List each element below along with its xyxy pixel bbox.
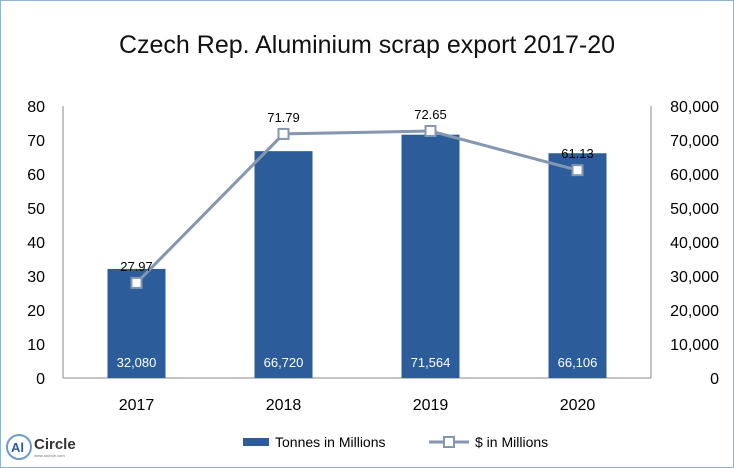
y-left-tick-label: 50 xyxy=(27,201,45,218)
x-tick-label: 2018 xyxy=(266,397,302,414)
line-data-label: 72.65 xyxy=(414,107,447,122)
y-left-tick-label: 0 xyxy=(36,371,45,388)
bar xyxy=(254,151,313,378)
y-right-tick-label: 60,000 xyxy=(670,167,719,184)
y-right-tick-label: 10,000 xyxy=(670,337,719,354)
y-right-tick-label: 80,000 xyxy=(670,99,719,116)
bar-data-label: 71,564 xyxy=(411,355,451,370)
legend-swatch-marker xyxy=(443,436,455,448)
y-left-tick-label: 40 xyxy=(27,235,45,252)
y-left-tick-label: 30 xyxy=(27,269,45,286)
logo-tagline: www.alcircle.com xyxy=(34,453,65,458)
legend-label-bars: Tonnes in Millions xyxy=(275,434,386,450)
y-left-tick-label: 80 xyxy=(27,99,45,116)
y-right-tick-label: 40,000 xyxy=(670,235,719,252)
line-point-marker xyxy=(424,124,437,137)
line-point-marker xyxy=(277,127,290,140)
line-data-label: 27.97 xyxy=(120,259,153,274)
y-left-tick-label: 20 xyxy=(27,303,45,320)
y-right-tick-label: 70,000 xyxy=(670,133,719,150)
y-right-tick-label: 0 xyxy=(710,371,719,388)
line-data-label: 71.79 xyxy=(267,110,300,125)
line-series xyxy=(135,129,578,284)
x-tick-label: 2020 xyxy=(560,397,596,414)
bar xyxy=(548,153,607,378)
bar-data-label: 66,106 xyxy=(558,355,598,370)
bar xyxy=(401,134,460,378)
chart-title: Czech Rep. Aluminium scrap export 2017-2… xyxy=(118,31,616,59)
y-right-tick-label: 30,000 xyxy=(670,269,719,286)
logo-icon xyxy=(6,434,32,460)
line-point-marker xyxy=(130,276,143,289)
x-tick-label: 2017 xyxy=(119,397,155,414)
x-tick-label: 2019 xyxy=(413,397,449,414)
line-data-label: 61.13 xyxy=(561,146,594,161)
bar-data-label: 66,720 xyxy=(264,355,304,370)
y-left-tick-label: 70 xyxy=(27,133,45,150)
legend-label-line: $ in Millions xyxy=(475,434,548,450)
y-right-tick-label: 20,000 xyxy=(670,303,719,320)
bar-data-label: 32,080 xyxy=(117,355,157,370)
y-left-tick-label: 60 xyxy=(27,167,45,184)
logo-mark: Al xyxy=(11,440,24,455)
y-right-tick-label: 50,000 xyxy=(670,201,719,218)
line-point-marker xyxy=(571,164,584,177)
logo-wordmark: Circle xyxy=(34,436,76,453)
y-left-tick-label: 10 xyxy=(27,337,45,354)
legend-swatch-bars xyxy=(243,438,269,446)
